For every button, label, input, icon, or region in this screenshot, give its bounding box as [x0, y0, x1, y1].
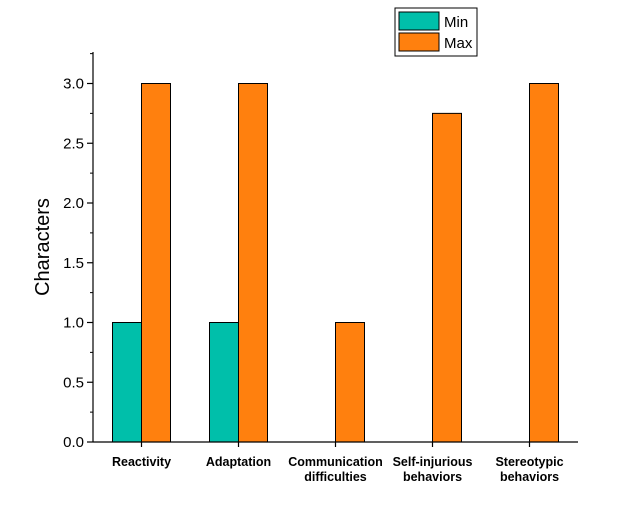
legend-label-min: Min	[444, 14, 468, 31]
legend: Min Max	[394, 7, 478, 57]
y-axis-title: Characters	[32, 198, 54, 296]
y-tick-label: 1.0	[63, 315, 84, 332]
x-category-label: Stereotypic behaviors	[495, 455, 563, 484]
bar-min-0	[112, 322, 142, 443]
category-labels-group: Reactivity Adaptation Communication difficu…	[112, 442, 564, 484]
bar-max-4	[529, 83, 559, 443]
y-tick-label: 3.0	[63, 76, 84, 93]
legend-swatch-min	[398, 11, 440, 31]
x-category-label: Communication difficulties	[288, 455, 382, 484]
bar-max-3	[432, 112, 462, 443]
bar-max-2	[335, 322, 365, 443]
bar-max-1	[238, 83, 268, 443]
legend-label-max: Max	[444, 35, 473, 52]
y-tick-label: 0.0	[63, 434, 84, 451]
y-tick-label: 2.0	[63, 195, 84, 212]
bars-group	[112, 83, 559, 443]
y-ticks-group: 0.0 0.5 1.0 1.5 2.0 2.5 3.0	[63, 53, 93, 451]
bar-max-0	[141, 83, 171, 443]
legend-swatch-max	[398, 32, 440, 52]
y-tick-label: 1.5	[63, 255, 84, 272]
x-category-label: Reactivity	[112, 455, 171, 469]
bar-min-1	[209, 322, 239, 443]
y-tick-label: 0.5	[63, 374, 84, 391]
x-category-label: Self-injurious behaviors	[393, 455, 473, 484]
y-tick-label: 2.5	[63, 135, 84, 152]
x-category-label: Adaptation	[206, 455, 271, 469]
